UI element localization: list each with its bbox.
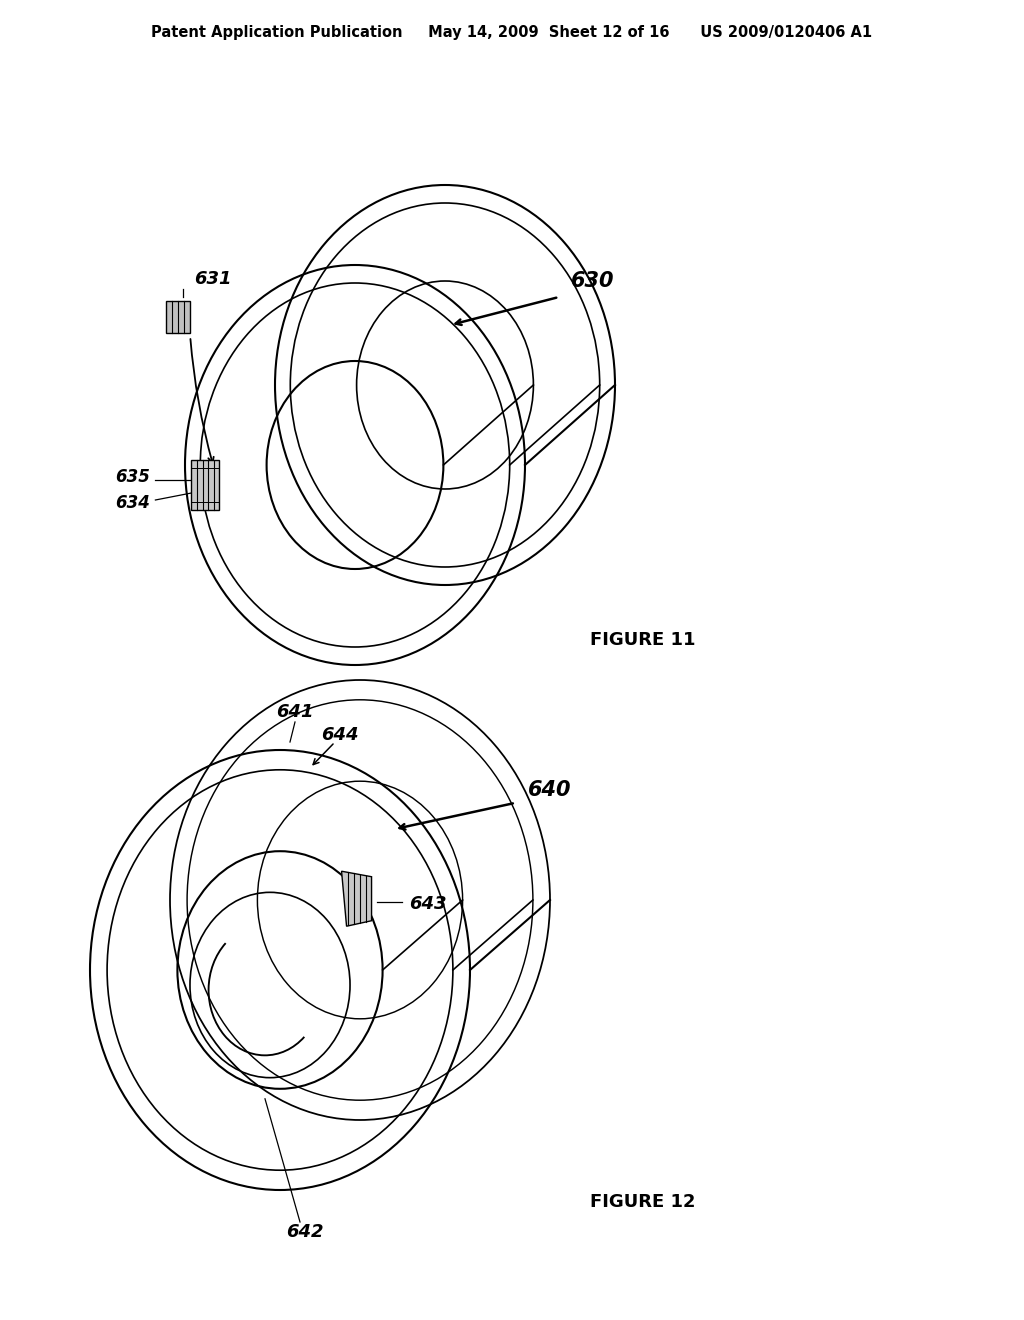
Text: 630: 630 [571,271,614,290]
Text: 634: 634 [116,494,151,512]
Text: Patent Application Publication     May 14, 2009  Sheet 12 of 16      US 2009/012: Patent Application Publication May 14, 2… [152,25,872,40]
Text: FIGURE 12: FIGURE 12 [590,1193,695,1210]
Text: 635: 635 [116,469,151,486]
Text: 644: 644 [322,726,358,744]
Bar [166,301,190,333]
Text: FIGURE 11: FIGURE 11 [590,631,695,649]
Text: 643: 643 [410,895,447,912]
Text: 631: 631 [195,271,232,288]
Text: 642: 642 [287,1224,324,1241]
Text: 641: 641 [276,704,313,721]
Bar [191,459,219,510]
Text: 640: 640 [528,780,571,800]
Polygon shape [342,871,372,927]
